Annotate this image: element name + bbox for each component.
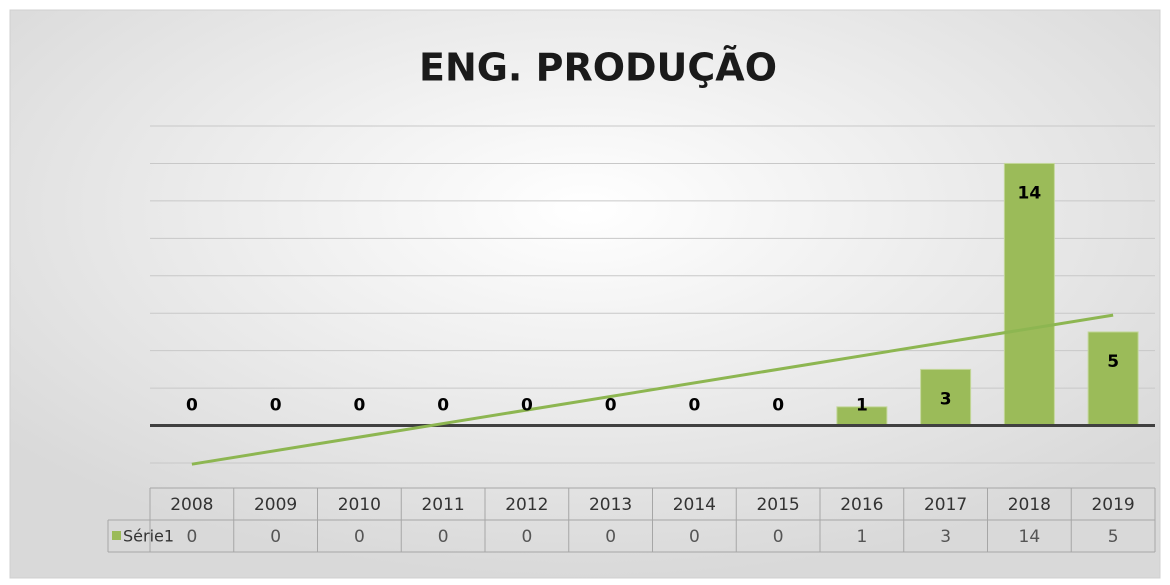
data-label: 0 bbox=[186, 396, 198, 416]
x-tick-label: 2014 bbox=[673, 495, 716, 515]
table-value: 0 bbox=[605, 527, 616, 547]
data-label: 1 bbox=[856, 396, 868, 416]
data-label: 3 bbox=[940, 389, 952, 409]
data-label: 0 bbox=[521, 396, 533, 416]
bar bbox=[1003, 162, 1055, 427]
data-label: 0 bbox=[605, 396, 617, 416]
table-value: 0 bbox=[270, 527, 281, 547]
table-value: 0 bbox=[438, 527, 449, 547]
data-label: 5 bbox=[1107, 352, 1119, 372]
x-tick-label: 2008 bbox=[170, 495, 213, 515]
data-label: 0 bbox=[772, 396, 784, 416]
x-tick-label: 2019 bbox=[1091, 495, 1134, 515]
data-label: 0 bbox=[353, 396, 365, 416]
x-tick-label: 2016 bbox=[840, 495, 883, 515]
table-value: 5 bbox=[1108, 527, 1119, 547]
table-value: 0 bbox=[689, 527, 700, 547]
x-tick-label: 2010 bbox=[338, 495, 381, 515]
table-value: 1 bbox=[856, 527, 867, 547]
x-tick-label: 2015 bbox=[756, 495, 799, 515]
legend-key bbox=[112, 531, 121, 540]
x-tick-label: 2012 bbox=[505, 495, 548, 515]
x-tick-label: 2018 bbox=[1008, 495, 1051, 515]
table-value: 0 bbox=[773, 527, 784, 547]
x-tick-label: 2013 bbox=[589, 495, 632, 515]
data-label: 0 bbox=[437, 396, 449, 416]
x-tick-label: 2011 bbox=[421, 495, 464, 515]
table-value: 14 bbox=[1019, 527, 1041, 547]
chart-area bbox=[9, 9, 1161, 579]
table-value: 0 bbox=[186, 527, 197, 547]
data-label: 14 bbox=[1018, 183, 1042, 203]
table-value: 0 bbox=[521, 527, 532, 547]
trendline bbox=[191, 313, 1114, 466]
bar bbox=[1087, 331, 1139, 427]
chart-title: ENG. PRODUÇÃO bbox=[419, 46, 777, 90]
data-label: 0 bbox=[270, 396, 282, 416]
x-tick-label: 2009 bbox=[254, 495, 297, 515]
data-label: 0 bbox=[688, 396, 700, 416]
table-value: 0 bbox=[354, 527, 365, 547]
x-tick-label: 2017 bbox=[924, 495, 967, 515]
table-value: 3 bbox=[940, 527, 951, 547]
legend-label: Série1 bbox=[123, 527, 174, 546]
